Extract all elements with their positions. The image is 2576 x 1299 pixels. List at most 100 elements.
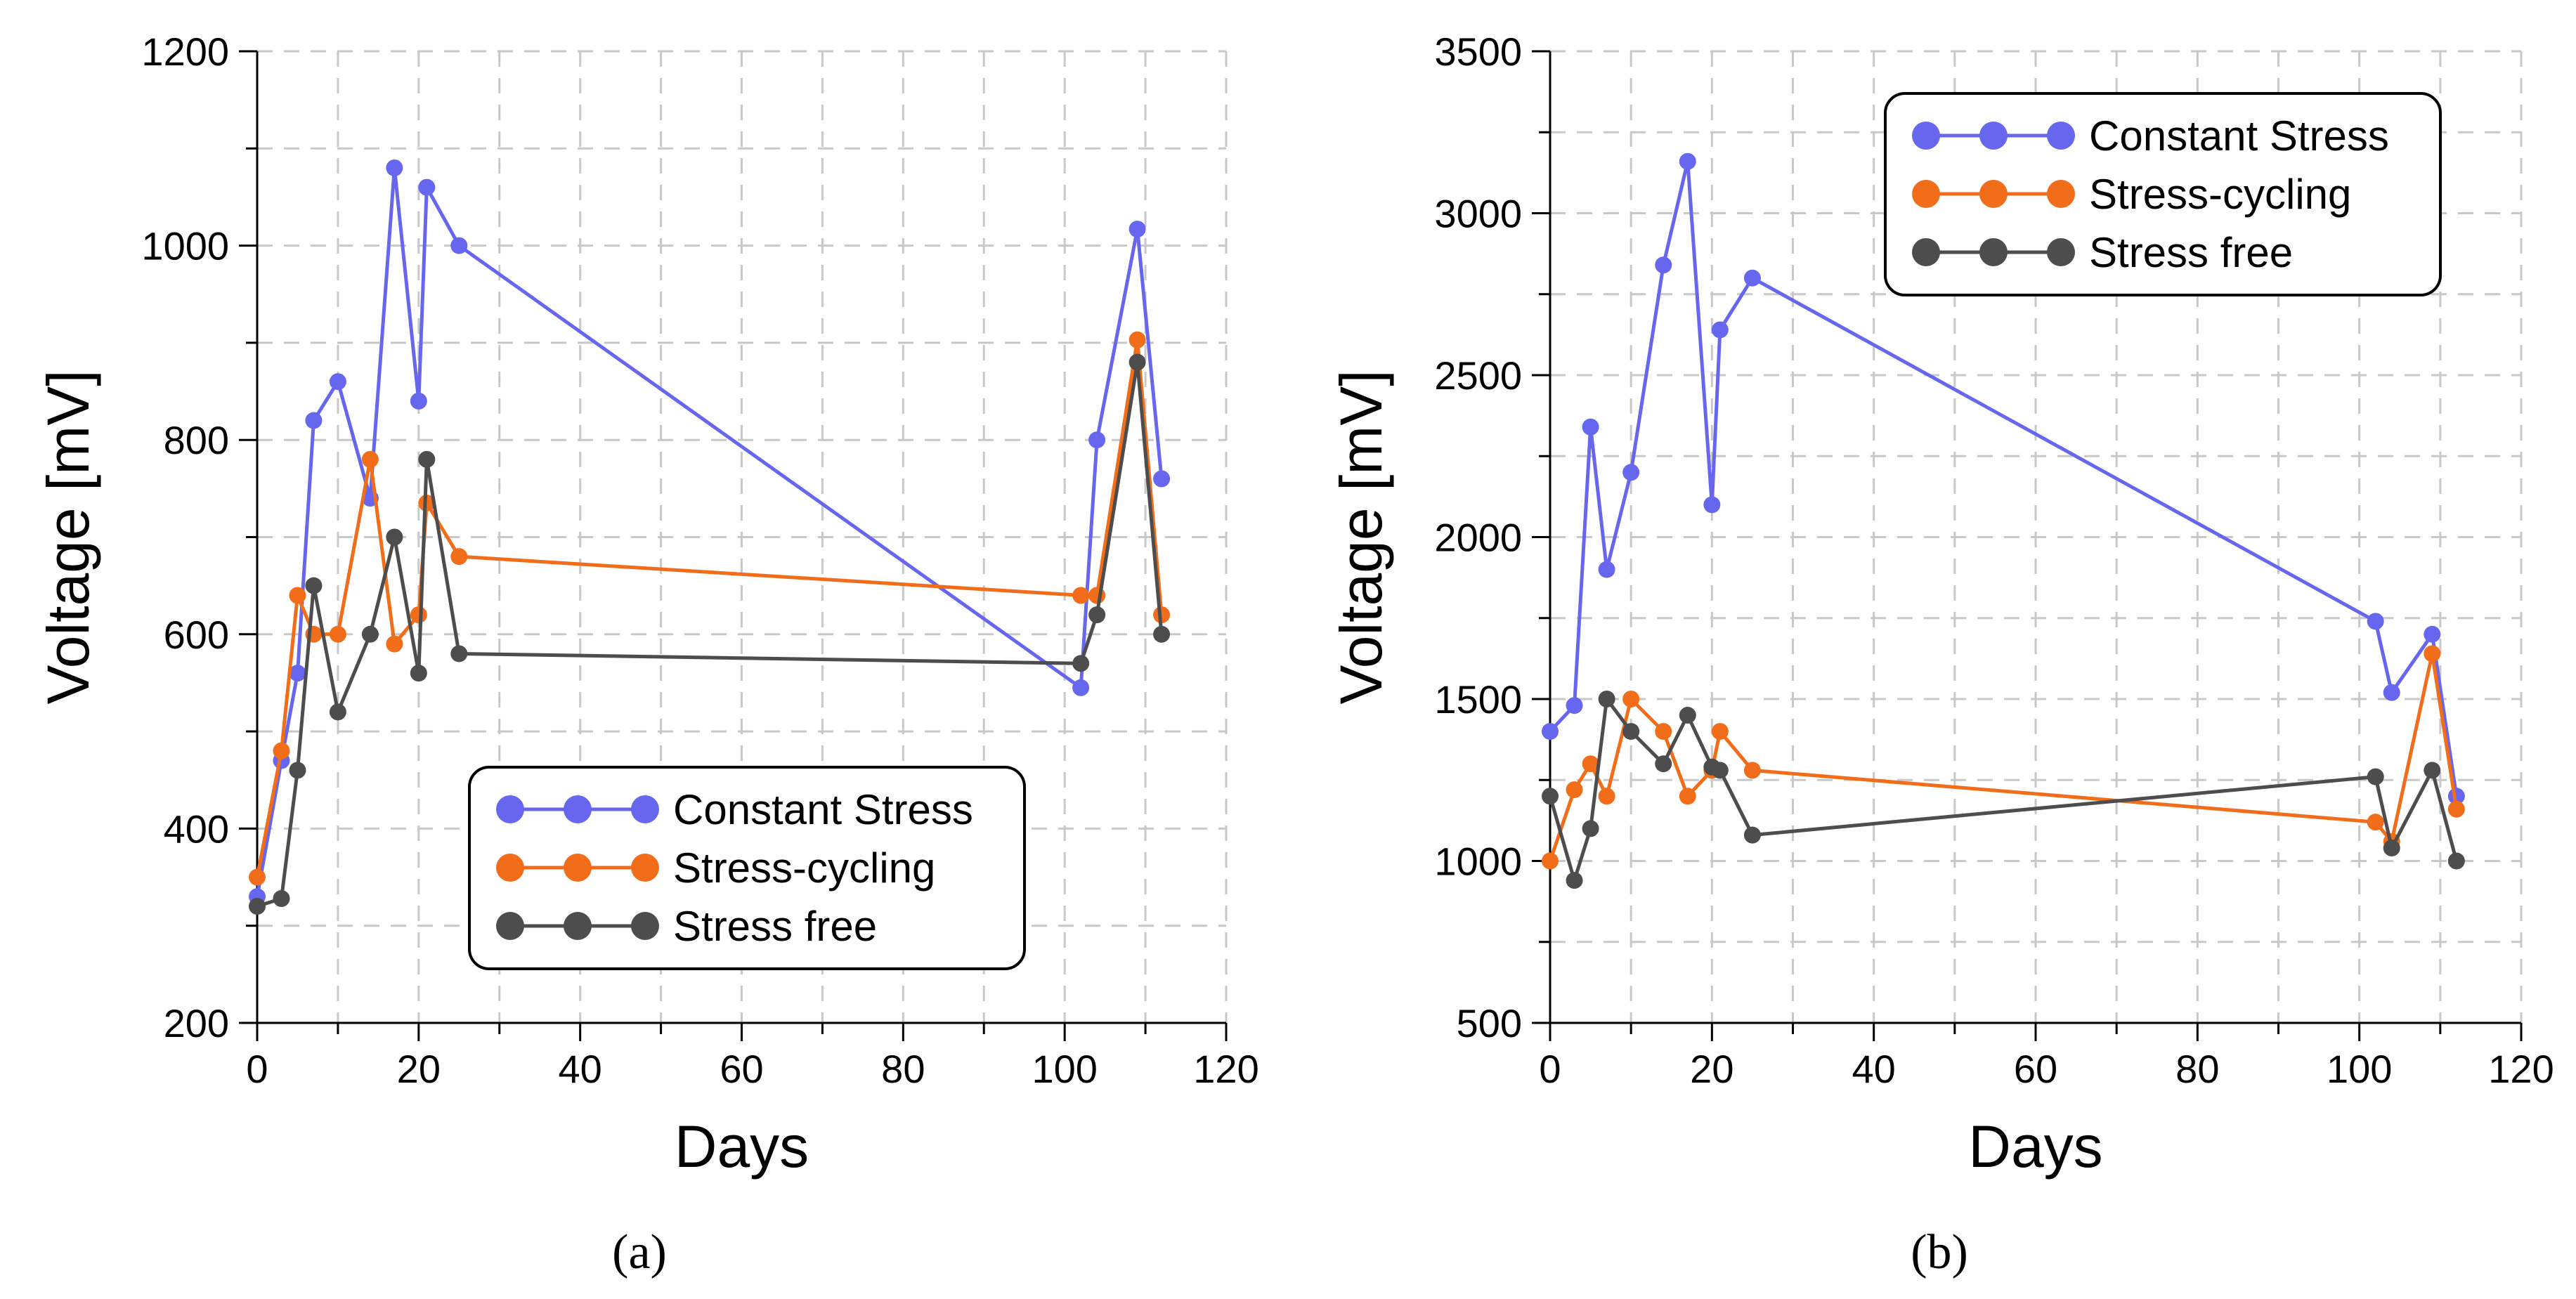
- data-point: [273, 889, 290, 907]
- data-point: [2367, 768, 2384, 785]
- data-point: [1582, 820, 1599, 837]
- series-line: [1548, 697, 2459, 882]
- x-axis-title: Days: [675, 1114, 809, 1180]
- data-point: [2383, 840, 2400, 857]
- data-point: [1622, 464, 1640, 481]
- legend-label: Stress-cycling: [2089, 171, 2351, 218]
- legend-swatch-marker: [631, 795, 659, 823]
- legend-swatch-marker: [1979, 238, 2008, 266]
- y-tick-label: 800: [164, 418, 229, 462]
- legend-swatch-marker: [1979, 122, 2008, 150]
- legend-swatch-marker: [496, 854, 524, 882]
- legend-swatch-marker: [1912, 238, 1940, 266]
- x-tick-label: 60: [720, 1047, 763, 1091]
- legend-swatch-marker: [2047, 122, 2075, 150]
- x-tick-label: 120: [1193, 1047, 1258, 1091]
- series-stress-free: [249, 353, 1171, 915]
- legend-swatch-marker: [1979, 180, 2008, 208]
- x-tick-label: 0: [1539, 1047, 1561, 1091]
- series-line: [255, 166, 1164, 897]
- legend-label: Stress free: [673, 903, 877, 950]
- data-point: [249, 868, 266, 886]
- data-point: [1153, 625, 1171, 643]
- data-point: [289, 587, 306, 604]
- data-point: [1128, 353, 1146, 371]
- data-point: [450, 548, 468, 566]
- data-point: [1128, 331, 1146, 348]
- series-line: [256, 360, 1164, 908]
- legend-swatch-marker: [1912, 122, 1940, 150]
- legend-swatch-marker: [1912, 180, 1940, 208]
- data-point: [1655, 723, 1672, 740]
- x-tick-label: 20: [397, 1047, 441, 1091]
- legend-swatch-marker: [631, 854, 659, 882]
- chart-panel-b: 0 20 40 60 80 100 120 500 1000 1500 2000 2500 3000 35…: [1328, 30, 2554, 1279]
- data-point: [418, 178, 436, 196]
- legend: Constant Stress Stress-cycling Stress free: [468, 766, 1026, 970]
- data-point: [1743, 269, 1761, 287]
- data-point: [1072, 655, 1090, 672]
- data-point: [1542, 852, 1559, 870]
- data-point: [386, 635, 403, 653]
- y-tick-label: 1000: [141, 224, 229, 268]
- data-point: [1655, 256, 1672, 274]
- data-point: [386, 528, 403, 546]
- x-axis-title: Days: [1968, 1114, 2102, 1180]
- panel-label: (b): [1911, 1225, 1968, 1279]
- data-point: [2447, 800, 2465, 818]
- data-point: [1711, 762, 1729, 779]
- data-point: [1679, 152, 1696, 170]
- series-constant-stress: [1542, 152, 2465, 805]
- data-point: [1582, 755, 1599, 773]
- data-point: [361, 450, 379, 468]
- data-point: [305, 577, 323, 594]
- data-point: [1072, 679, 1090, 696]
- data-point: [2447, 852, 2465, 870]
- data-point: [273, 742, 290, 759]
- x-tick-label: 80: [881, 1047, 925, 1091]
- legend-frame: [1884, 92, 2442, 296]
- y-axis-title: Voltage [mV]: [35, 370, 101, 704]
- data-point: [1598, 561, 1615, 578]
- data-point: [2424, 645, 2441, 662]
- legend-label: Constant Stress: [673, 786, 973, 833]
- data-point: [1679, 707, 1696, 724]
- data-point: [1711, 321, 1729, 339]
- data-point: [1128, 221, 1146, 238]
- legend: Constant Stress Stress-cycling Stress free: [1884, 92, 2442, 296]
- legend-swatch-marker: [496, 912, 524, 940]
- chart-panel-a: 0 20 40 60 80 100 120 200 400 600 800 1000 1200 Days V…: [35, 30, 1259, 1279]
- x-tick-label: 60: [2014, 1047, 2057, 1091]
- data-point: [1598, 788, 1615, 805]
- legend-swatch-marker: [496, 795, 524, 823]
- series-stress-free: [1542, 691, 2465, 889]
- legend-label: Stress free: [2089, 229, 2293, 276]
- series-line: [1549, 159, 2459, 797]
- y-tick-label: 600: [164, 613, 229, 657]
- x-tick-label: 120: [2488, 1047, 2554, 1091]
- data-point: [2424, 625, 2441, 643]
- data-point: [410, 392, 427, 410]
- data-point: [1072, 587, 1090, 604]
- y-tick-label: 2000: [1434, 516, 1522, 560]
- data-point: [249, 898, 266, 915]
- panel-label: (a): [612, 1225, 667, 1279]
- data-point: [1566, 872, 1583, 889]
- data-point: [1088, 587, 1106, 604]
- data-point: [1622, 723, 1640, 740]
- data-point: [1542, 723, 1559, 740]
- legend-swatch-marker: [564, 912, 592, 940]
- y-tick-label: 400: [164, 807, 229, 851]
- data-point: [410, 665, 427, 682]
- x-tick-label: 100: [1032, 1047, 1097, 1091]
- data-point: [305, 412, 323, 429]
- legend-label: Constant Stress: [2089, 112, 2389, 159]
- x-tick-label: 40: [559, 1047, 602, 1091]
- x-tick-label: 100: [2327, 1047, 2392, 1091]
- data-point: [361, 625, 379, 643]
- data-point: [450, 645, 468, 662]
- legend-label: Stress-cycling: [673, 844, 935, 892]
- y-tick-label: 2500: [1434, 353, 1522, 398]
- data-point: [418, 450, 436, 468]
